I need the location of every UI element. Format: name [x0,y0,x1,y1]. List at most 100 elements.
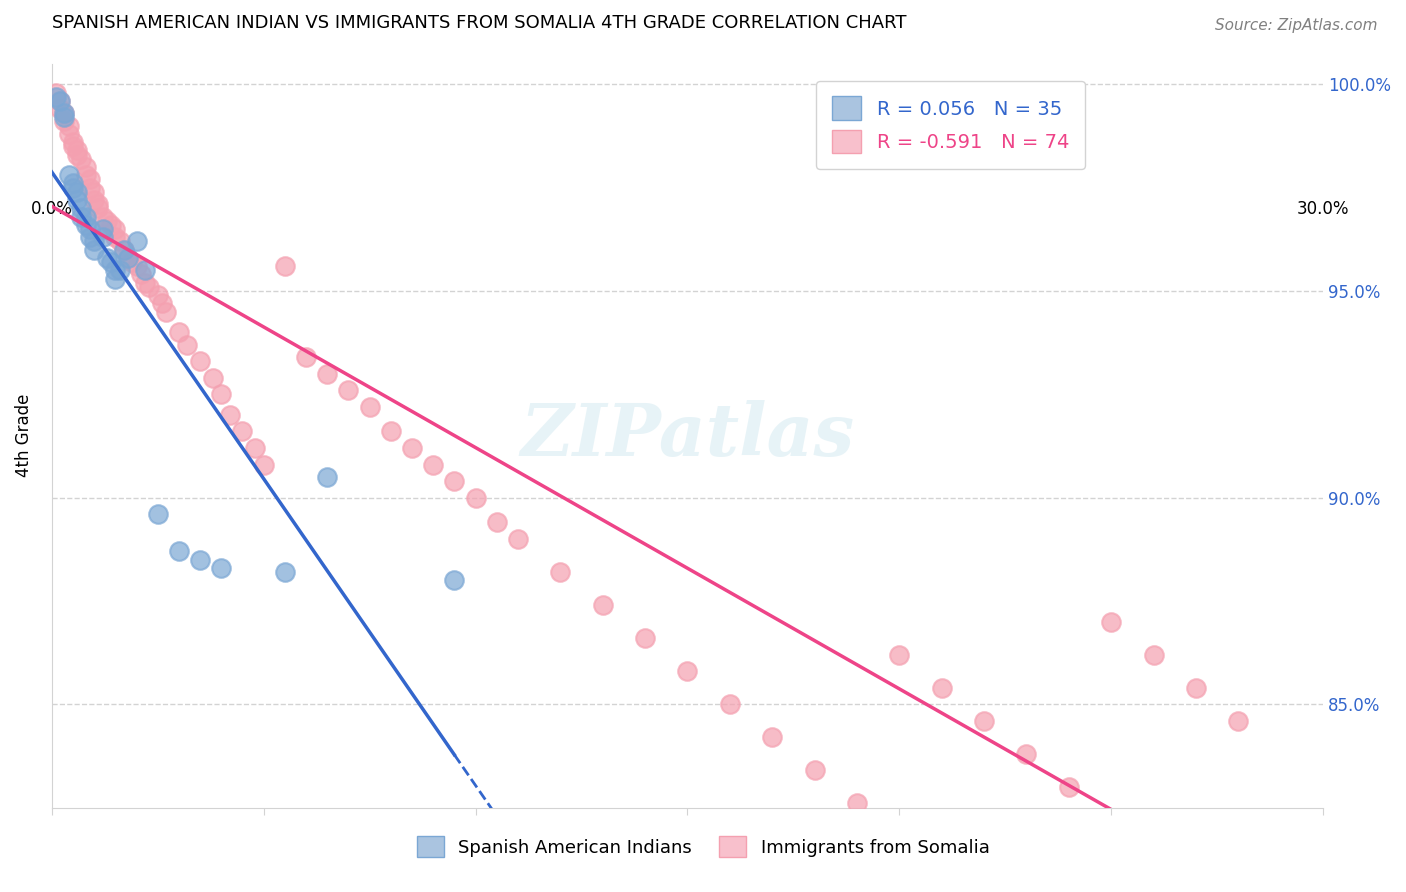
Point [129,268,152,282]
Point [91,222,114,236]
Point [973,714,995,728]
Point [79,172,101,186]
Point [803,764,825,778]
Point [83,185,105,199]
Point [422,458,444,472]
Point [75,168,97,182]
Point [167,325,190,339]
Point [401,441,423,455]
Point [634,631,657,645]
Point [1142,648,1164,662]
Point [506,532,529,546]
Point [295,350,318,364]
Point [79,222,101,236]
Text: SPANISH AMERICAN INDIAN VS IMMIGRANTS FROM SOMALIA 4TH GRADE CORRELATION CHART: SPANISH AMERICAN INDIAN VS IMMIGRANTS FR… [52,14,907,32]
Point [62,139,84,153]
Point [66,185,89,199]
Point [49,94,72,108]
Point [62,180,84,194]
Point [53,106,76,120]
Point [58,127,80,141]
Point [889,648,911,662]
Point [209,387,232,401]
Point [146,507,169,521]
Point [79,180,101,194]
Point [176,337,198,351]
Point [49,102,72,116]
Point [337,383,360,397]
Point [53,114,76,128]
Point [125,259,148,273]
Point [274,259,297,273]
Text: 0.0%: 0.0% [31,200,73,218]
Point [146,288,169,302]
Point [58,168,80,182]
Point [66,193,89,207]
Point [112,243,135,257]
Point [49,94,72,108]
Text: ZIPatlas: ZIPatlas [520,401,855,471]
Point [104,263,127,277]
Point [316,470,339,484]
Point [718,698,741,712]
Text: 30.0%: 30.0% [1296,200,1350,218]
Point [150,296,173,310]
Point [96,251,118,265]
Point [846,797,869,811]
Point [201,370,224,384]
Point [87,197,110,211]
Legend: Spanish American Indians, Immigrants from Somalia: Spanish American Indians, Immigrants fro… [409,829,997,864]
Point [931,681,953,695]
Point [104,222,127,236]
Point [274,565,297,579]
Point [380,425,402,439]
Point [79,230,101,244]
Point [1015,747,1038,761]
Point [75,218,97,232]
Point [104,271,127,285]
Point [1185,681,1208,695]
Point [62,177,84,191]
Point [91,230,114,244]
Point [1099,615,1122,629]
Point [359,400,381,414]
Point [45,86,67,100]
Point [53,111,76,125]
Point [70,210,93,224]
Point [83,243,105,257]
Point [125,235,148,249]
Point [550,565,572,579]
Point [316,367,339,381]
Point [112,243,135,257]
Point [676,664,699,678]
Point [155,304,177,318]
Point [231,425,253,439]
Point [134,276,156,290]
Point [218,408,240,422]
Point [83,235,105,249]
Point [100,218,122,232]
Point [91,210,114,224]
Point [75,160,97,174]
Point [485,516,508,530]
Legend: R = 0.056   N = 35, R = -0.591   N = 74: R = 0.056 N = 35, R = -0.591 N = 74 [817,81,1084,169]
Point [188,552,211,566]
Point [464,491,486,505]
Point [104,230,127,244]
Point [70,201,93,215]
Point [209,561,232,575]
Point [108,235,131,249]
Point [58,119,80,133]
Point [443,574,465,588]
Point [134,263,156,277]
Point [243,441,266,455]
Point [1227,714,1250,728]
Point [117,251,139,265]
Point [62,135,84,149]
Point [253,458,276,472]
Point [121,255,143,269]
Y-axis label: 4th Grade: 4th Grade [15,394,32,477]
Point [53,106,76,120]
Point [100,255,122,269]
Point [87,201,110,215]
